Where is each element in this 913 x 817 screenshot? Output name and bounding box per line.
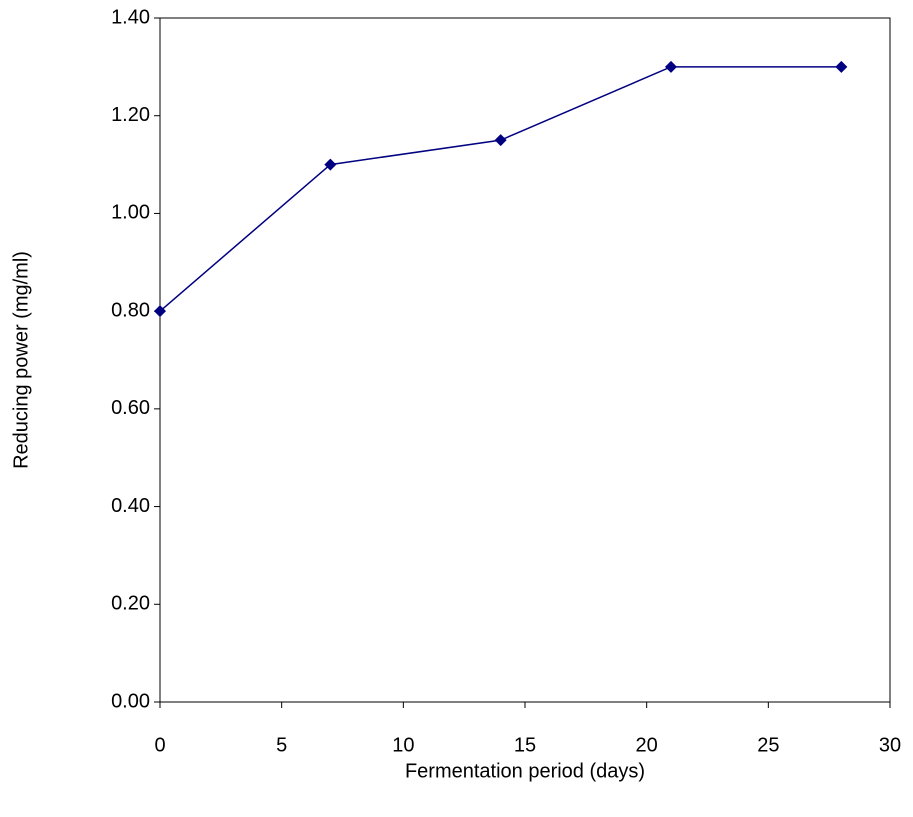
x-tick-label: 25 <box>757 734 779 756</box>
x-tick-label: 5 <box>276 734 287 756</box>
y-tick-label: 1.20 <box>111 104 150 126</box>
x-tick-label: 20 <box>636 734 658 756</box>
x-tick-label: 0 <box>154 734 165 756</box>
y-tick-label: 0.80 <box>111 299 150 321</box>
point-marker <box>665 60 677 73</box>
y-tick-label: 1.00 <box>111 202 150 224</box>
y-axis-label: Reducing power (mg/ml) <box>10 251 32 469</box>
y-tick-label: 0.40 <box>111 495 150 517</box>
point-marker <box>494 134 507 147</box>
y-tick-label: 0.60 <box>111 397 150 419</box>
y-tick-label: 0.00 <box>111 690 150 712</box>
point-marker <box>835 60 848 73</box>
y-tick-label: 0.20 <box>111 593 150 615</box>
plot-area <box>159 17 891 703</box>
x-tick-label: 15 <box>514 734 536 756</box>
x-tick-label: 30 <box>879 734 901 756</box>
point-marker <box>154 305 166 318</box>
point-marker <box>324 158 337 171</box>
x-axis-label: Fermentation period (days) <box>405 760 645 782</box>
x-tick-label: 10 <box>392 734 414 756</box>
y-tick-label: 1.40 <box>111 6 150 28</box>
